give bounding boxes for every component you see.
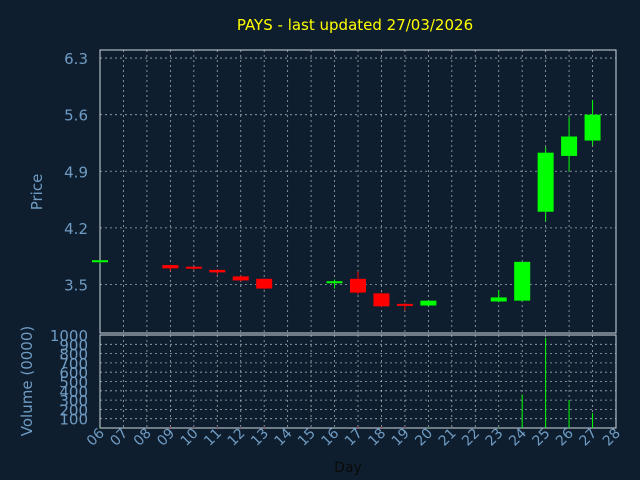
volume-tick-label: 700: [59, 355, 88, 373]
volume-tick-label: 900: [59, 336, 88, 354]
volume-tick-label: 600: [59, 364, 88, 382]
x-tick-label: 08: [131, 426, 155, 450]
candle-body: [420, 300, 437, 306]
candle-body: [561, 136, 578, 156]
price-tick-label: 4.9: [64, 163, 88, 181]
candle-body: [537, 152, 554, 212]
price-tick-label: 4.2: [64, 220, 88, 238]
price-tick-label: 6.3: [64, 50, 88, 68]
x-tick-label: 12: [225, 426, 249, 450]
x-tick-label: 24: [506, 425, 530, 449]
x-tick-label: 21: [436, 426, 460, 450]
candle-body: [162, 265, 179, 269]
x-tick-label: 16: [318, 425, 342, 449]
candle-body: [185, 266, 202, 269]
x-tick-label: 15: [295, 426, 319, 450]
x-tick-label: 09: [154, 426, 178, 450]
candle-body: [209, 269, 226, 273]
candle-body: [396, 303, 413, 306]
candle-body: [584, 114, 601, 141]
x-tick-label: 07: [107, 426, 131, 450]
price-tick-label: 3.5: [64, 276, 88, 294]
volume-tick-label: 300: [59, 392, 88, 410]
chart-title: PAYS - last updated 27/03/2026: [237, 16, 473, 34]
x-axis-label: Day: [334, 460, 362, 476]
x-tick-label: 23: [483, 426, 507, 450]
candle-body: [232, 276, 249, 281]
volume-tick-label: 1000: [50, 327, 88, 345]
x-tick-label: 06: [84, 425, 108, 449]
candle-body: [350, 278, 366, 293]
volume-tick-label: 100: [59, 411, 88, 429]
volume-tick-label: 500: [59, 374, 88, 392]
x-tick-label: 28: [600, 426, 624, 450]
x-tick-label: 26: [553, 425, 577, 449]
x-tick-label: 10: [178, 426, 202, 450]
x-tick-label: 17: [342, 426, 366, 450]
x-tick-label: 22: [459, 426, 483, 450]
x-tick-label: 14: [272, 425, 296, 449]
volume-tick-label: 400: [59, 383, 88, 401]
candle-body: [514, 261, 531, 301]
x-axis: 06 07 08 09 10 11 12 13 14 15 16 17 18 19 20 21 22 23 24 25…: [84, 425, 624, 449]
price-panel: 6.3 5.6 4.9 4.2 3.5: [64, 49, 617, 334]
candle-body: [92, 260, 108, 263]
candle-body: [490, 297, 507, 302]
x-tick-label: 13: [248, 426, 272, 450]
x-tick-label: 20: [412, 426, 436, 450]
volume-tick-label: 800: [59, 346, 88, 364]
x-tick-label: 11: [201, 426, 225, 450]
x-tick-label: 18: [365, 426, 389, 450]
price-tick-label: 5.6: [64, 107, 88, 125]
candle-body: [326, 281, 343, 284]
x-tick-label: 27: [576, 426, 600, 450]
x-tick-label: 25: [530, 426, 554, 450]
candle-body: [373, 293, 390, 307]
x-tick-label: 19: [389, 426, 413, 450]
volume-tick-label: 200: [59, 401, 88, 419]
volume-axis-label: Volume (0000): [18, 326, 36, 436]
candle-body: [256, 278, 273, 289]
price-axis-label: Price: [28, 174, 46, 211]
